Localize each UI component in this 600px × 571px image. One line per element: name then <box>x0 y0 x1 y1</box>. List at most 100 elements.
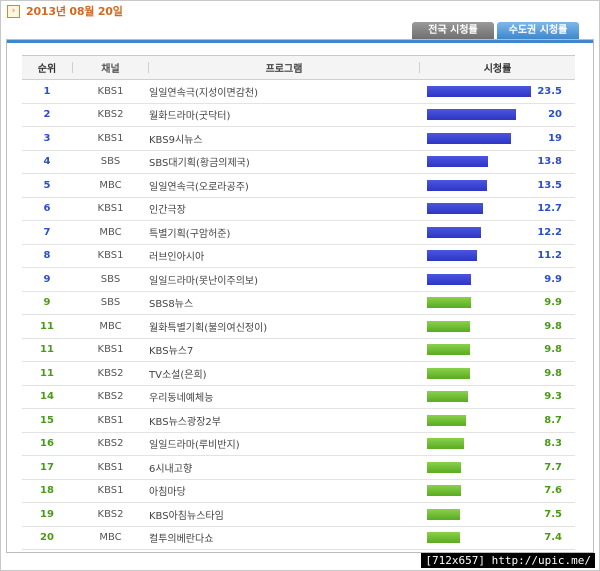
rank-cell: 17 <box>40 461 54 473</box>
rank-cell: 8 <box>43 250 51 262</box>
channel-cell: SBS <box>100 297 121 309</box>
channel-cell: KBS2 <box>97 391 124 403</box>
rating-bar <box>427 508 460 520</box>
rating-value: 7.7 <box>544 461 562 473</box>
channel-cell: KBS1 <box>97 250 124 262</box>
table-row[interactable]: 2 KBS2 월화드라마(굿닥터) 20 <box>22 104 575 127</box>
rating-bar <box>427 297 471 309</box>
header-channel: 채널 <box>101 64 120 75</box>
rating-cell: 8.7 <box>420 409 575 432</box>
table-row[interactable]: 7 MBC 특별기획(구암허준) 12.2 <box>22 221 575 245</box>
rating-value: 13.5 <box>537 179 562 191</box>
table-row[interactable]: 6 KBS1 인간극장 12.7 <box>22 198 575 221</box>
channel-cell: KBS1 <box>97 485 124 497</box>
program-cell: SBS대기획(황금의제국) <box>149 158 250 170</box>
rating-bar <box>427 320 470 332</box>
rating-cell: 9.9 <box>420 292 575 315</box>
rank-cell: 3 <box>43 132 51 144</box>
rank-cell: 2 <box>43 109 51 121</box>
rating-value: 7.4 <box>544 532 562 544</box>
table-row[interactable]: 4 SBS SBS대기획(황금의제국) 13.8 <box>22 151 575 174</box>
rating-bar <box>427 414 466 426</box>
program-cell: 일일연속극(오로라공주) <box>149 181 249 193</box>
rating-bar <box>427 203 483 215</box>
channel-cell: KBS1 <box>97 461 124 473</box>
rating-value: 8.3 <box>544 438 562 450</box>
table-row[interactable]: 18 KBS1 아침마당 7.6 <box>22 480 575 503</box>
rating-bar <box>427 438 464 450</box>
rating-bar <box>427 391 468 403</box>
tab-capital-region-ratings[interactable]: 수도권 시청률 <box>497 22 579 39</box>
rating-cell: 13.8 <box>420 151 575 174</box>
channel-cell: MBC <box>99 179 122 191</box>
table-row[interactable]: 5 MBC 일일연속극(오로라공주) 13.5 <box>22 174 575 198</box>
rating-cell: 12.7 <box>420 198 575 221</box>
rating-bar <box>427 156 488 168</box>
rating-bar <box>427 179 487 191</box>
rating-cell: 13.5 <box>420 174 575 197</box>
rating-bar <box>427 109 516 121</box>
rating-cell: 9.8 <box>420 362 575 385</box>
rating-value: 9.9 <box>544 273 562 285</box>
program-cell: 일일드라마(루비반지) <box>149 440 240 452</box>
table-row[interactable]: 14 KBS2 우리동네예체능 9.3 <box>22 386 575 409</box>
rating-cell: 7.5 <box>420 503 575 526</box>
rating-bar <box>427 250 477 262</box>
rank-cell: 16 <box>40 438 54 450</box>
date-header: › 2013년 08월 20일 <box>7 4 123 18</box>
channel-cell: KBS2 <box>97 508 124 520</box>
program-cell: 우리동네예체능 <box>149 393 214 405</box>
table-row[interactable]: 16 KBS2 일일드라마(루비반지) 8.3 <box>22 433 575 456</box>
rank-cell: 14 <box>40 391 54 403</box>
channel-cell: KBS2 <box>97 367 124 379</box>
table-row[interactable]: 3 KBS1 KBS9시뉴스 19 <box>22 127 575 151</box>
rating-bar <box>427 532 460 544</box>
tab-national-ratings[interactable]: 전국 시청률 <box>412 22 494 39</box>
channel-cell: SBS <box>100 156 121 168</box>
table-row[interactable]: 11 KBS1 KBS뉴스7 9.8 <box>22 339 575 362</box>
channel-cell: KBS2 <box>97 109 124 121</box>
table-row[interactable]: 11 MBC 월화특별기획(불의여신정이) 9.8 <box>22 315 575 339</box>
table-row[interactable]: 11 KBS2 TV소설(은희) 9.8 <box>22 362 575 386</box>
rating-value: 9.8 <box>544 320 562 332</box>
rating-bar <box>427 367 470 379</box>
table-row[interactable]: 9 SBS 일일드라마(못난이주의보) 9.9 <box>22 268 575 292</box>
channel-cell: MBC <box>99 320 122 332</box>
rank-cell: 4 <box>43 156 51 168</box>
rating-value: 8.7 <box>544 414 562 426</box>
channel-cell: KBS1 <box>97 344 124 356</box>
rank-cell: 6 <box>43 203 51 215</box>
table-row[interactable]: 19 KBS2 KBS아침뉴스타임 7.5 <box>22 503 575 527</box>
channel-cell: KBS1 <box>97 203 124 215</box>
rank-cell: 1 <box>43 85 51 97</box>
rating-cell: 12.2 <box>420 221 575 244</box>
table-row[interactable]: 20 MBC 컬투의베란다쇼 7.4 <box>22 527 575 550</box>
rank-cell: 5 <box>43 179 51 191</box>
rating-cell: 7.6 <box>420 480 575 503</box>
arrow-right-icon: › <box>7 4 20 18</box>
table-row[interactable]: 8 KBS1 러브인아시아 11.2 <box>22 245 575 268</box>
table-row[interactable]: 15 KBS1 KBS뉴스광장2부 8.7 <box>22 409 575 433</box>
program-cell: 아침마당 <box>149 487 186 499</box>
table-row[interactable]: 1 KBS1 일일연속극(지성이면감천) 23.5 <box>22 80 575 104</box>
rating-value: 20 <box>548 109 562 121</box>
table-row[interactable]: 17 KBS1 6시내고향 7.7 <box>22 456 575 480</box>
rating-value: 23.5 <box>537 85 562 97</box>
rank-cell: 9 <box>43 297 51 309</box>
rating-cell: 19 <box>420 127 575 150</box>
program-cell: KBS뉴스광장2부 <box>149 416 221 428</box>
program-cell: 6시내고향 <box>149 463 193 475</box>
channel-cell: MBC <box>99 532 122 544</box>
header-rank: 순위 <box>37 64 57 75</box>
rank-cell: 15 <box>40 414 54 426</box>
rank-cell: 11 <box>40 344 54 356</box>
table-row[interactable]: 9 SBS SBS8뉴스 9.9 <box>22 292 575 315</box>
program-cell: KBS9시뉴스 <box>149 134 203 146</box>
program-cell: 일일연속극(지성이면감천) <box>149 87 259 99</box>
rating-value: 7.5 <box>544 508 562 520</box>
program-cell: TV소설(은희) <box>149 369 207 381</box>
image-watermark: [712x657] http://upic.me/ <box>421 553 595 568</box>
rating-value: 11.2 <box>537 250 562 262</box>
program-cell: 월화특별기획(불의여신정이) <box>149 322 268 334</box>
